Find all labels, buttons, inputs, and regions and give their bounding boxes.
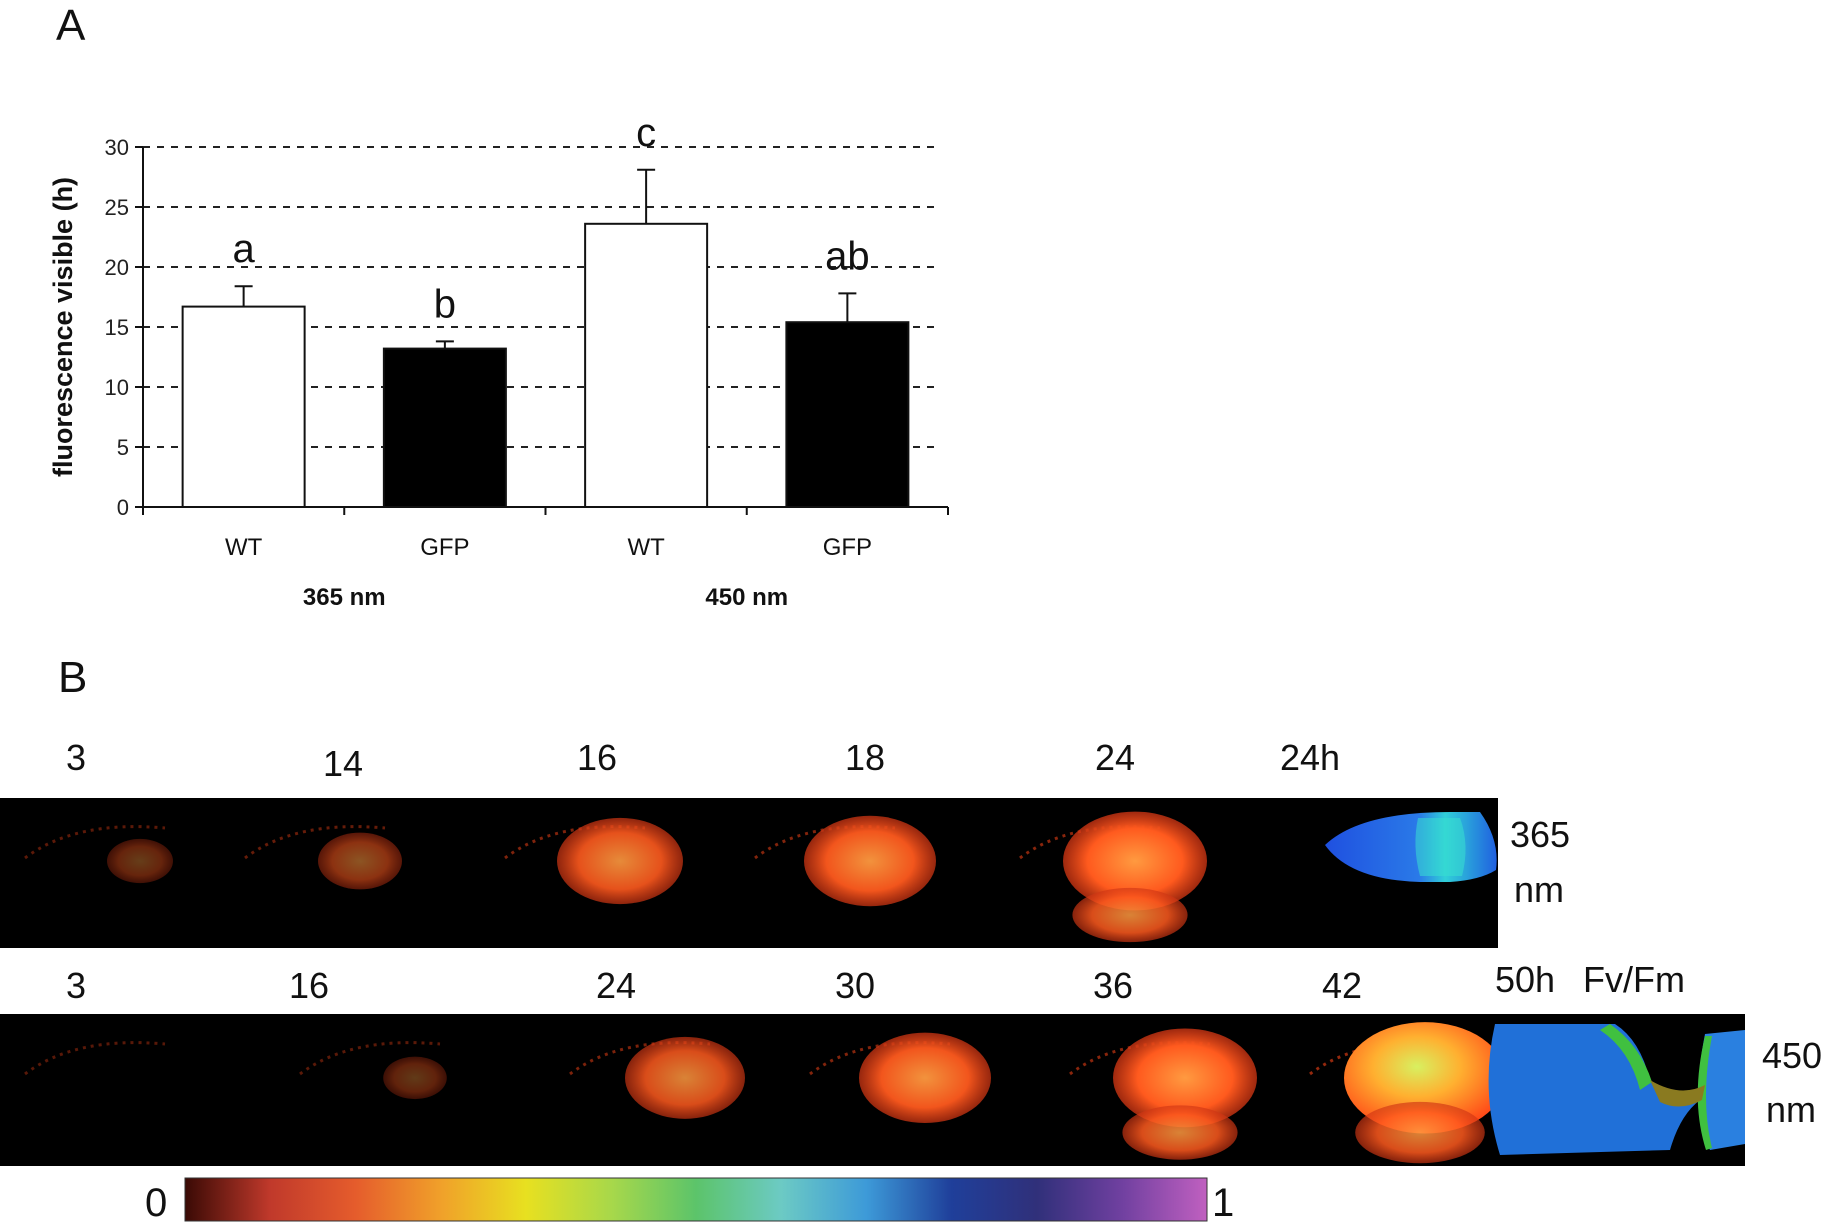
time-label: 14 <box>323 743 363 784</box>
fluorescence-spot <box>1355 1101 1485 1164</box>
fluorescence-spot <box>1063 811 1207 911</box>
image-strip-365 <box>0 798 1498 948</box>
y-tick-label: 15 <box>105 315 129 340</box>
colorbar-min-label: 0 <box>145 1181 167 1225</box>
row1-frames <box>24 811 1207 943</box>
bar <box>785 321 910 509</box>
fluorescence-spot <box>1113 1028 1257 1128</box>
wavelength-365-value: 365 <box>1510 814 1570 855</box>
fluorescence-spot <box>1122 1105 1238 1160</box>
panel-b-letter: B <box>58 653 87 702</box>
time-label: 24h <box>1280 737 1340 778</box>
wavelength-450-unit: nm <box>1766 1089 1816 1130</box>
category-labels: WT GFP WT GFP <box>142 507 949 561</box>
bar <box>584 222 709 509</box>
time-labels-row1: 3 14 16 18 24 24h <box>66 737 1340 784</box>
fvfm-leaf-365 <box>1325 812 1497 882</box>
fvfm-leaf-highlight <box>1415 818 1466 876</box>
wavelength-450-value: 450 <box>1762 1035 1822 1076</box>
fvfm-leaf-450 <box>1488 1024 1745 1155</box>
bar <box>181 305 306 508</box>
significance-label: c <box>636 111 656 155</box>
fluorescence-spot <box>107 838 173 884</box>
colorbar-max-label: 1 <box>1212 1181 1234 1225</box>
leaf-vein <box>24 1041 166 1076</box>
image-strip-450 <box>0 1014 1745 1166</box>
bars <box>181 222 910 509</box>
wavelength-365-unit: nm <box>1514 869 1564 910</box>
leaf-vein <box>299 1041 441 1076</box>
time-label: 42 <box>1322 965 1362 1006</box>
y-tick-label: 20 <box>105 255 129 280</box>
time-label: 30 <box>835 965 875 1006</box>
y-axis-label: fluorescence visible (h) <box>48 177 78 477</box>
fluorescence-spot <box>318 832 402 890</box>
fvfm-leaf-right-edge <box>1697 1036 1712 1150</box>
time-label: 24 <box>596 965 636 1006</box>
fluorescence-spot <box>804 815 936 907</box>
fluorescence-spot <box>859 1032 991 1124</box>
time-label: 18 <box>845 737 885 778</box>
colorbar <box>184 1177 1208 1222</box>
leaf-vein <box>569 1041 711 1076</box>
fvfm-leaf-left-edge <box>1600 1024 1652 1090</box>
group-labels: 365 nm 450 nm <box>303 584 788 611</box>
time-label: 36 <box>1093 965 1133 1006</box>
fvfm-leaf-left <box>1488 1024 1700 1155</box>
y-tick-label: 5 <box>117 435 129 460</box>
y-tick-label: 25 <box>105 195 129 220</box>
category-label: WT <box>627 534 665 561</box>
fluorescence-spot <box>383 1056 447 1100</box>
group-label: 365 nm <box>303 584 386 611</box>
leaf-vein <box>244 825 386 860</box>
time-label: 24 <box>1095 737 1135 778</box>
fluorescence-spot <box>1344 1022 1506 1134</box>
category-label: GFP <box>823 534 872 561</box>
strip-background <box>0 798 1498 948</box>
fluorescence-spot <box>625 1036 745 1119</box>
row2-frames <box>24 1022 1506 1164</box>
leaf-vein <box>754 825 896 860</box>
time-label: 3 <box>66 737 86 778</box>
fvfm-leaf-right <box>1698 1030 1745 1150</box>
leaf-vein <box>24 825 166 860</box>
bar <box>382 347 507 508</box>
fluorescence-spot <box>1072 887 1188 943</box>
fvfm-label: Fv/Fm <box>1583 959 1685 1000</box>
y-tick-label: 10 <box>105 375 129 400</box>
leaf-vein <box>504 825 646 860</box>
group-label: 450 nm <box>705 584 788 611</box>
time-label: 16 <box>577 737 617 778</box>
significance-label: a <box>233 227 256 271</box>
y-axis-ticks: 0 5 10 15 20 25 30 <box>105 135 143 520</box>
error-bars <box>234 168 857 349</box>
significance-label: ab <box>825 234 870 278</box>
time-label: 3 <box>66 965 86 1006</box>
fluorescence-spot <box>557 817 683 905</box>
category-label: WT <box>225 534 263 561</box>
time-label: 16 <box>289 965 329 1006</box>
category-label: GFP <box>420 534 469 561</box>
leaf-vein <box>809 1041 951 1076</box>
y-tick-label: 30 <box>105 135 129 160</box>
y-tick-label: 0 <box>117 495 129 520</box>
panel-a-letter: A <box>56 1 86 50</box>
time-label: 50h <box>1495 959 1555 1000</box>
time-labels-row2: 3 16 24 30 36 42 50h Fv/Fm <box>66 959 1685 1006</box>
fvfm-midrib <box>1650 1080 1705 1107</box>
significance-label: b <box>434 282 456 326</box>
